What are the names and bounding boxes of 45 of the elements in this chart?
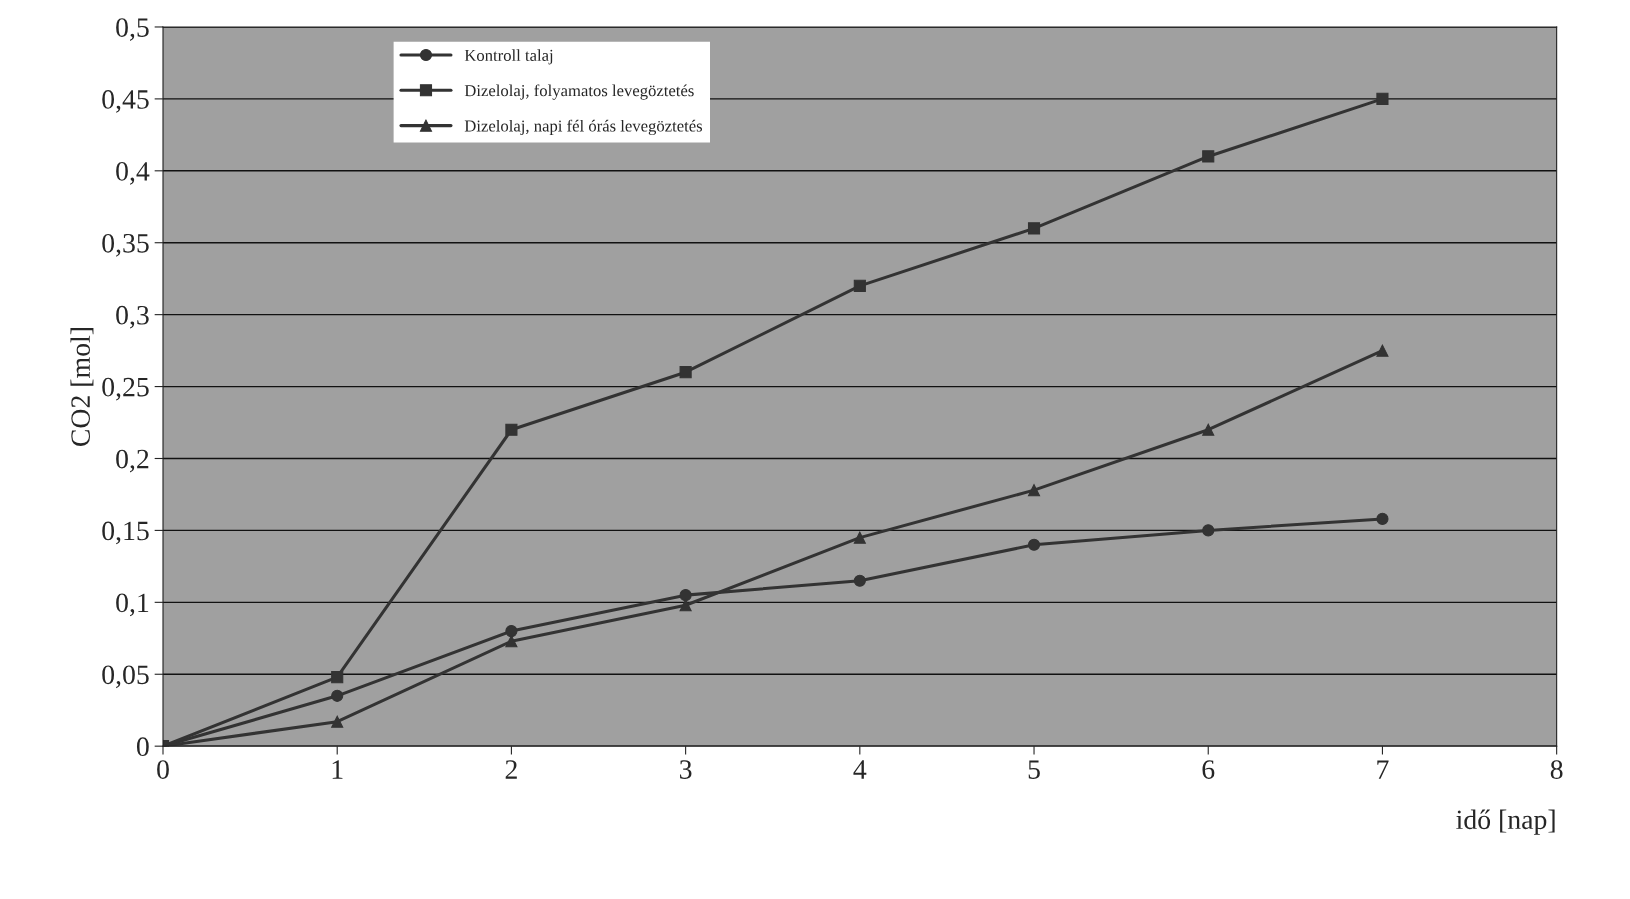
point — [1376, 92, 1389, 105]
point — [1376, 344, 1389, 357]
y-tick-label: 0 — [136, 737, 149, 757]
y-tick-label: 0,4 — [116, 161, 150, 185]
x-tick-label: 1 — [332, 760, 343, 779]
y-tick-label: 0,25 — [102, 377, 149, 401]
point — [1027, 538, 1041, 551]
point — [679, 589, 692, 602]
legend-label: Dizelolaj, folyamatos levegöztetés — [464, 84, 694, 100]
point — [1202, 423, 1215, 436]
x-axis-title: idő [nap] — [1456, 809, 1555, 835]
point — [853, 574, 866, 587]
y-tick-label: 0,35 — [102, 233, 149, 257]
point — [505, 625, 518, 638]
point — [1202, 524, 1215, 537]
point — [1027, 484, 1041, 497]
x-tick-label: 4 — [853, 760, 867, 779]
point — [679, 366, 692, 379]
x-tick-label: 2 — [505, 760, 517, 779]
y-tick-label: 0,05 — [102, 665, 149, 689]
point — [1027, 222, 1041, 235]
point — [505, 423, 518, 436]
point — [505, 635, 518, 648]
y-tick-label: 0,45 — [102, 90, 149, 113]
point — [1376, 512, 1389, 525]
x-tick-label: 7 — [1377, 760, 1389, 779]
y-tick-label: 0,1 — [116, 593, 149, 617]
x-tick-label: 6 — [1202, 760, 1215, 779]
point — [853, 531, 866, 544]
y-tick-label: 0,3 — [116, 305, 149, 329]
point — [853, 279, 866, 292]
point — [331, 671, 344, 684]
point — [1202, 150, 1215, 163]
y-tick-label: 0,2 — [116, 449, 149, 473]
point — [331, 715, 344, 728]
y-tick-label: 0,15 — [102, 521, 149, 545]
legend-label: Dizelolaj, napi fél órás levegöztetés — [464, 119, 703, 136]
x-tick-label: 3 — [680, 760, 692, 779]
x-tick-label: 0 — [157, 760, 169, 779]
x-tick-label: 8 — [1550, 760, 1563, 779]
x-tick-label: 5 — [1028, 760, 1040, 779]
point — [331, 689, 344, 702]
legend-label: Kontroll talaj — [464, 49, 553, 65]
y-tick-label: 0,5 — [116, 18, 149, 41]
y-axis-title: CO2 [mol] — [70, 328, 94, 446]
